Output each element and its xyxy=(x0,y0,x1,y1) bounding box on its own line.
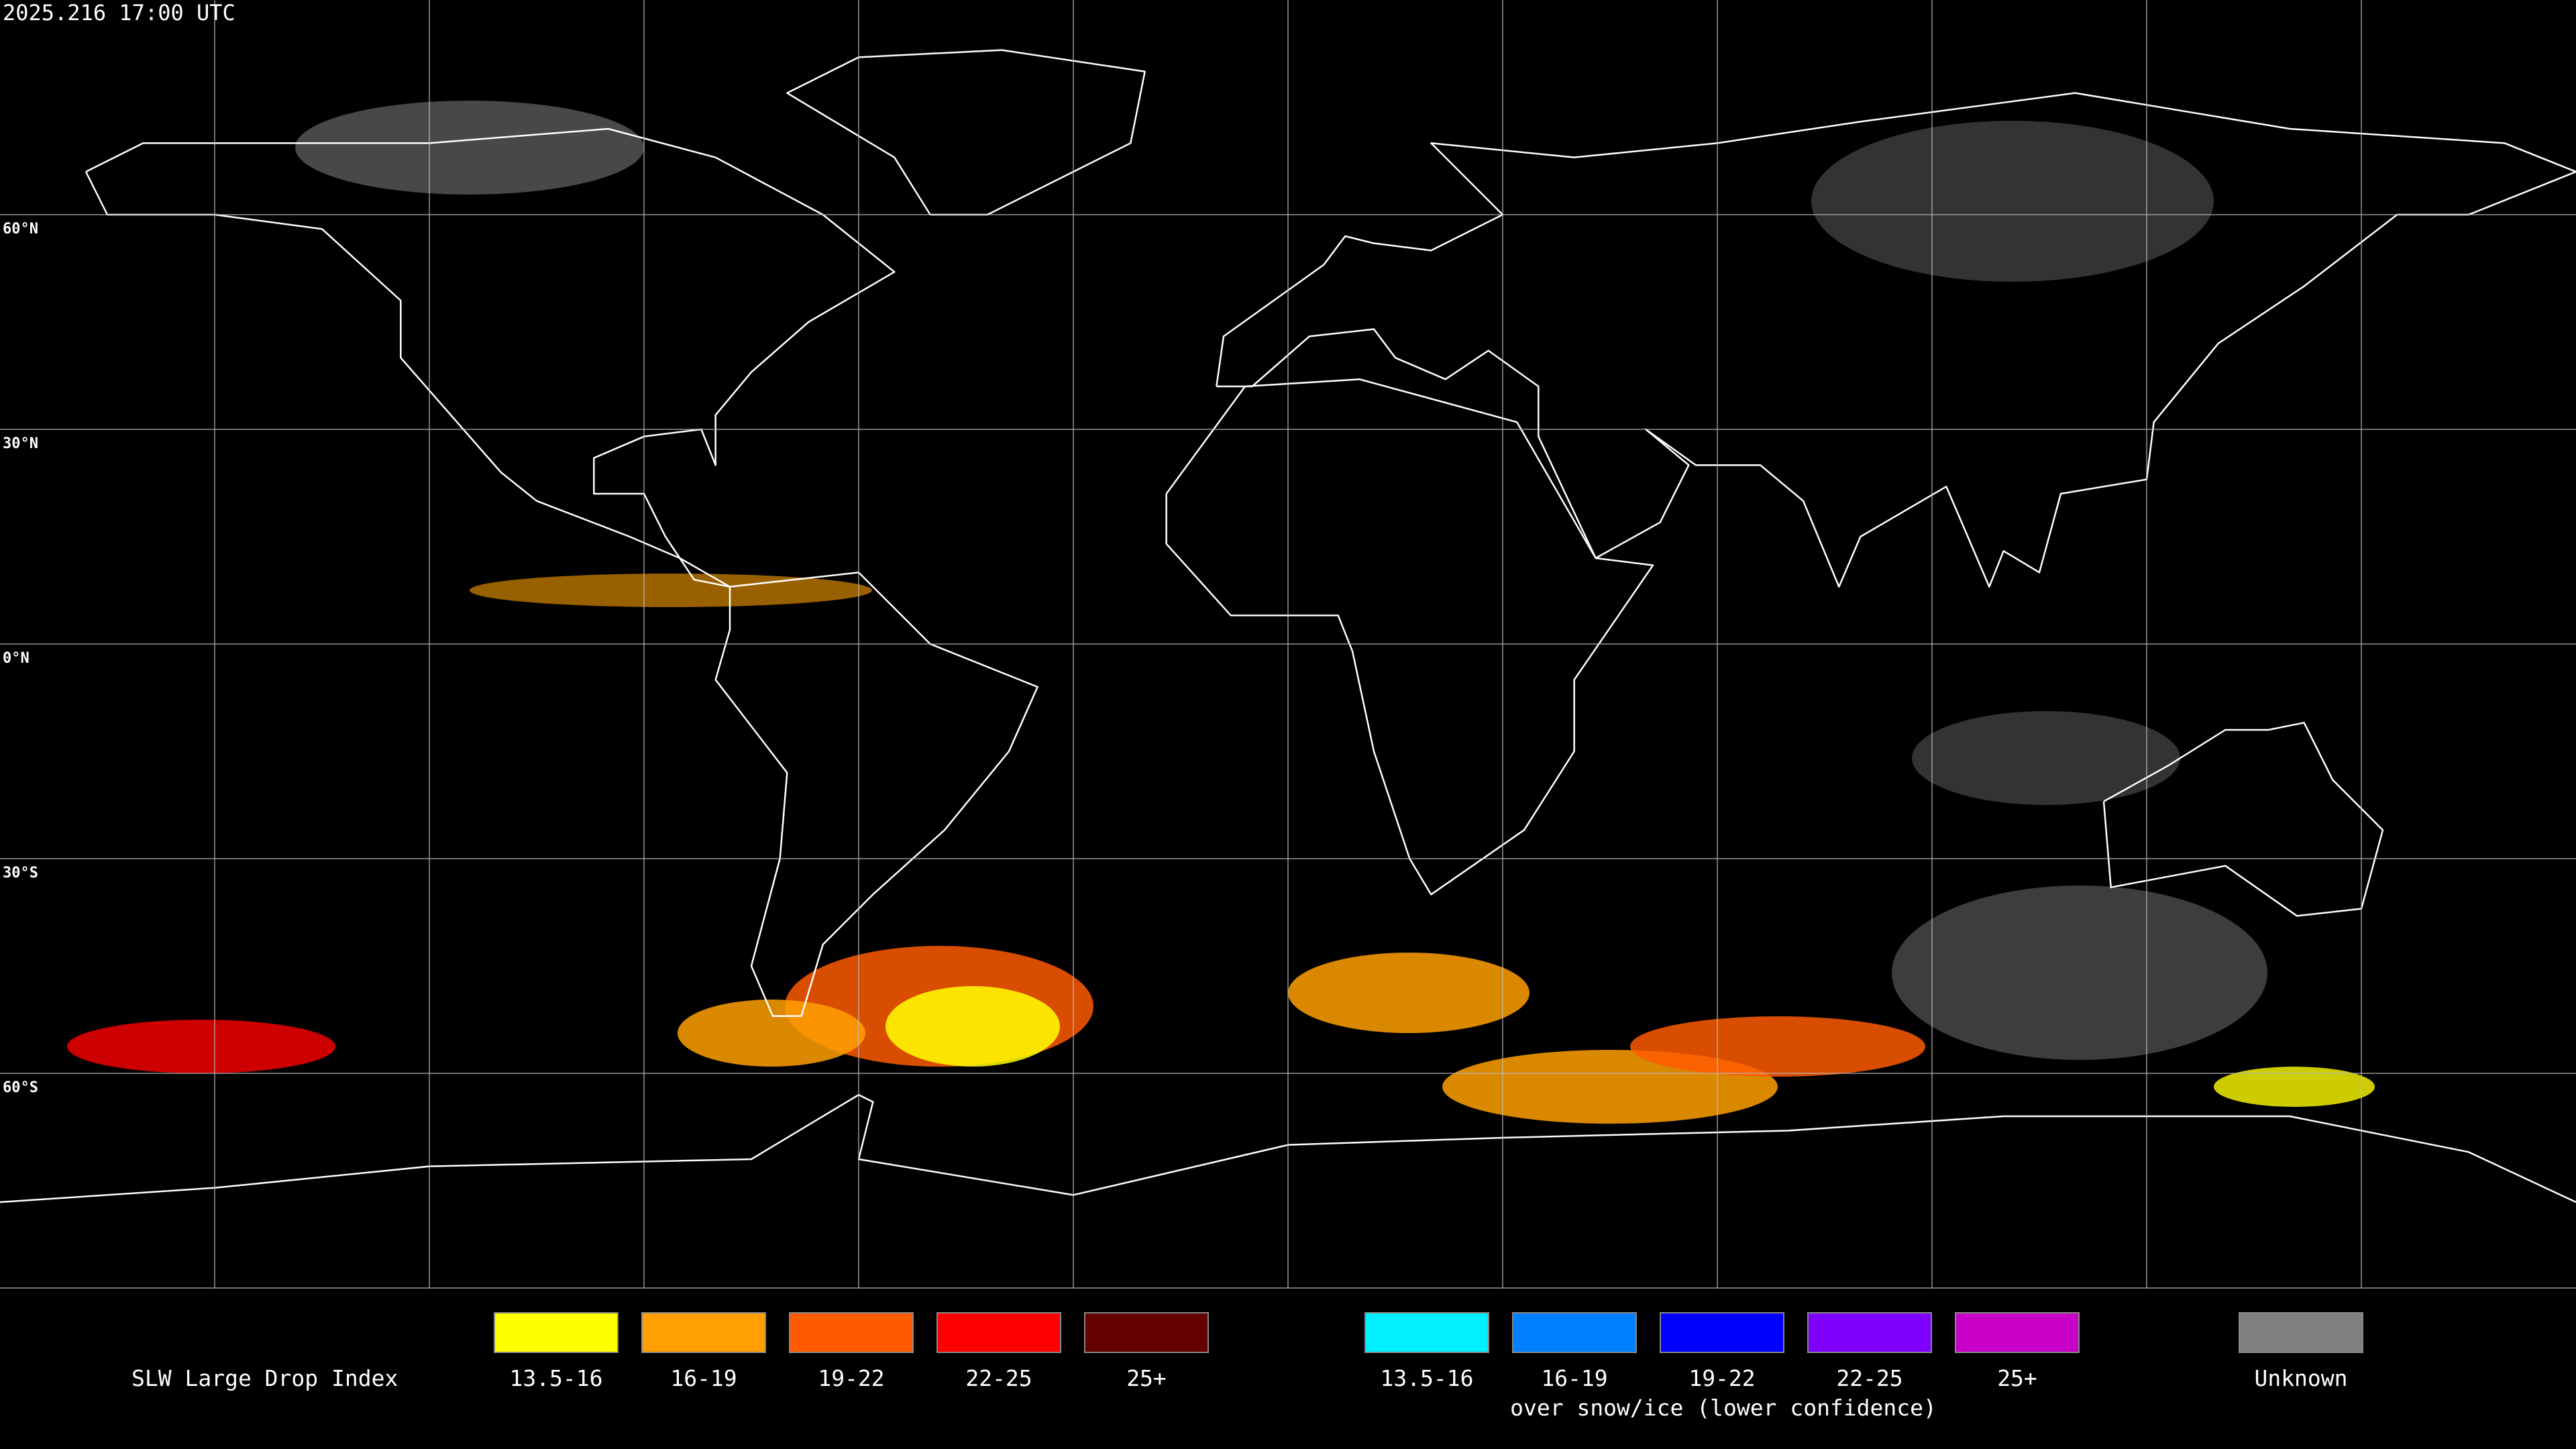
legend-label: 13.5-16 xyxy=(1380,1365,1473,1391)
legend-label: 19-22 xyxy=(1688,1365,1755,1391)
legend-swatch xyxy=(1660,1312,1784,1353)
legend-swatch xyxy=(1084,1312,1209,1353)
cloud-unknown xyxy=(295,101,644,195)
cloud-slw xyxy=(470,574,872,607)
legend-label: 22-25 xyxy=(1836,1365,1902,1391)
timestamp: 2025.216 17:00 UTC xyxy=(3,0,235,25)
latitude-label: 30°N xyxy=(3,435,38,452)
legend-swatch xyxy=(494,1312,619,1353)
legend-swatch xyxy=(2239,1312,2363,1353)
legend-swatch xyxy=(1955,1312,2080,1353)
latitude-label: 30°S xyxy=(3,865,38,881)
legend-swatch xyxy=(789,1312,914,1353)
cloud-slw xyxy=(67,1020,335,1073)
legend-label: Unknown xyxy=(2254,1365,2347,1391)
cloud-slw xyxy=(2214,1067,2375,1107)
legend-label: 22-25 xyxy=(965,1365,1032,1391)
legend-swatch xyxy=(936,1312,1061,1353)
cloud-slw xyxy=(885,986,1060,1067)
coastline xyxy=(85,127,896,588)
cloud-unknown xyxy=(1892,885,2267,1060)
cloud-slw xyxy=(678,1000,865,1067)
cloud-unknown xyxy=(1912,711,2180,805)
legend-label: 25+ xyxy=(1997,1365,2037,1391)
legend-swatch xyxy=(1807,1312,1932,1353)
legend-swatch xyxy=(1512,1312,1637,1353)
legend: SLW Large Drop Index over snow/ice (lowe… xyxy=(131,1312,2363,1421)
coastline xyxy=(2102,722,2384,917)
latitude-label: 0°N xyxy=(3,650,30,667)
latitude-label: 60°S xyxy=(3,1079,38,1096)
coastline xyxy=(714,572,1038,1017)
cloud-slw xyxy=(1630,1016,1925,1077)
cloud-unknown xyxy=(1811,121,2214,282)
legend-label: 16-19 xyxy=(670,1365,737,1391)
latitude-label: 60°N xyxy=(3,221,38,237)
legend-swatch xyxy=(1364,1312,1489,1353)
legend-label: 16-19 xyxy=(1541,1365,1607,1391)
legend-label: 25+ xyxy=(1126,1365,1167,1391)
coastline xyxy=(1165,378,1654,896)
legend-label: 13.5-16 xyxy=(509,1365,602,1391)
legend-label: 19-22 xyxy=(818,1365,884,1391)
legend-title: SLW Large Drop Index xyxy=(131,1365,398,1391)
cloud-slw xyxy=(1288,953,1529,1033)
snow-note: over snow/ice (lower confidence) xyxy=(1510,1395,1937,1421)
graticule: 60°N 30°N 0°N 30°S 60°S xyxy=(0,0,2576,1289)
cloud-field xyxy=(67,101,2375,1124)
coastline xyxy=(1216,92,2576,588)
legend-swatch xyxy=(641,1312,766,1353)
